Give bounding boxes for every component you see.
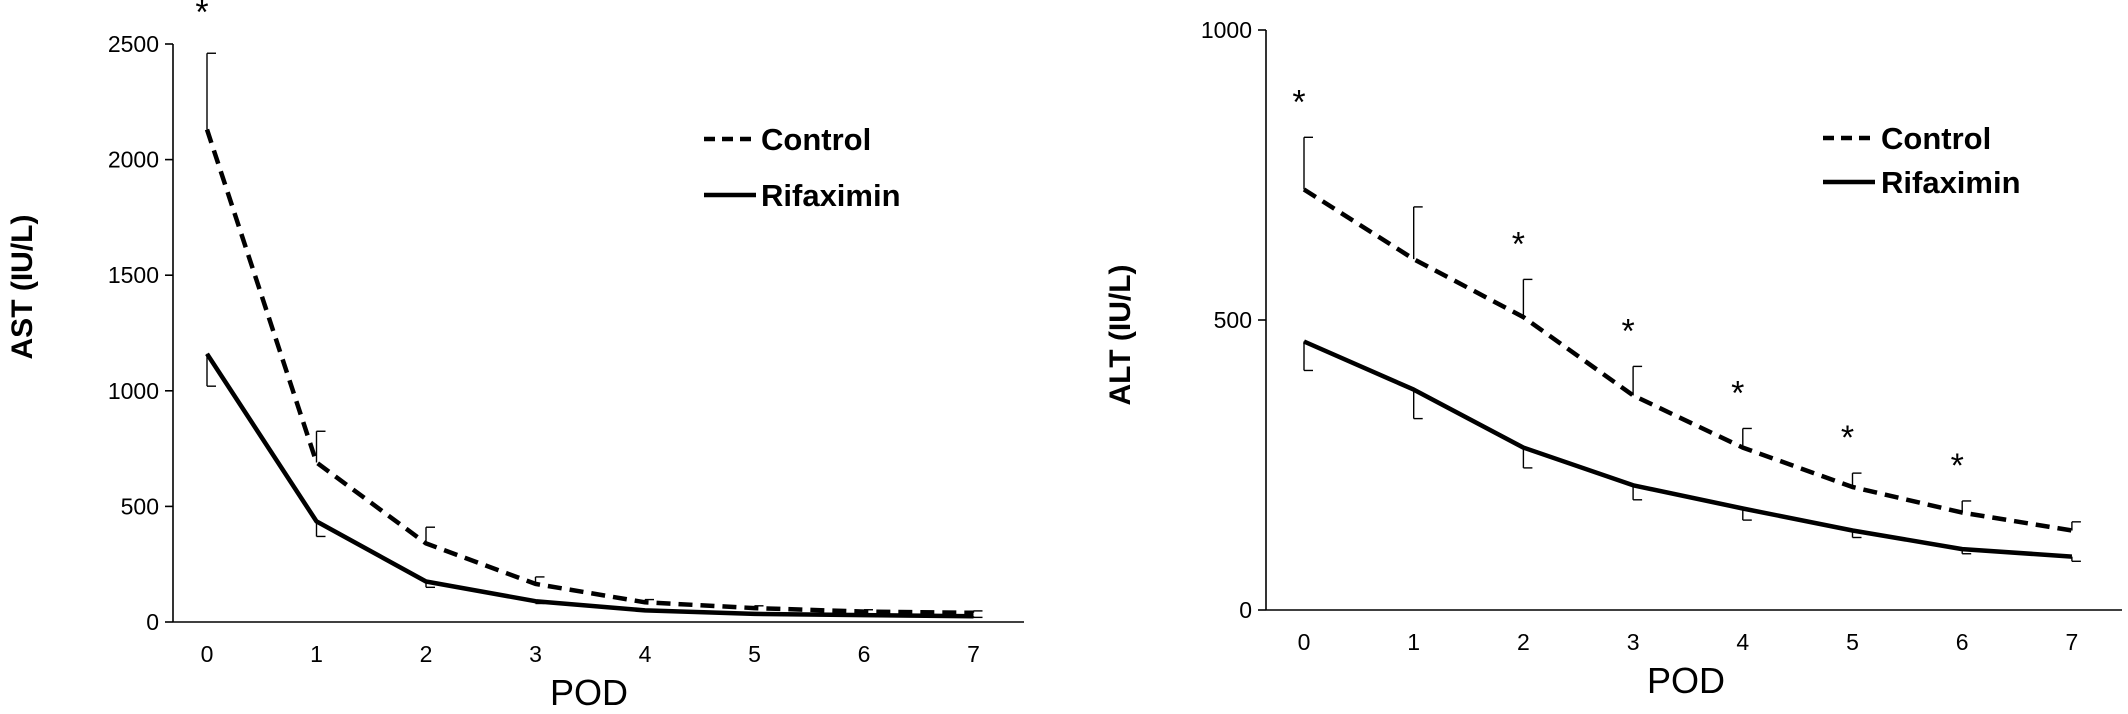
ast-legend-control-label: Control xyxy=(761,122,871,157)
ast-x-tick-label: 1 xyxy=(310,641,323,667)
ast-y-ticks: 0 500 1000 1500 2000 2500 xyxy=(108,31,173,635)
alt-y-tick-label: 1000 xyxy=(1201,17,1252,43)
ast-y-tick-label: 1500 xyxy=(108,262,159,288)
ast-x-tick-label: 4 xyxy=(639,641,652,667)
ast-y-tick-label: 2000 xyxy=(108,147,159,173)
alt-significance-star: * xyxy=(1841,419,1854,457)
alt-series-line-rifaximin xyxy=(1303,339,2073,559)
ast-y-axis-title: AST (IU/L) xyxy=(6,215,39,360)
alt-x-tick-label: 2 xyxy=(1517,629,1530,655)
alt-y-ticks: 0 500 1000 xyxy=(1201,17,1266,623)
ast-significance-marks: * xyxy=(195,0,208,31)
ast-x-ticks: 0 1 2 3 4 5 6 7 xyxy=(201,641,980,667)
ast-series-lines xyxy=(204,128,974,619)
ast-legend: Control Rifaximin xyxy=(704,122,901,213)
alt-x-tick-label: 0 xyxy=(1298,629,1311,655)
ast-series-line-rifaximin xyxy=(205,352,974,619)
ast-x-tick-label: 3 xyxy=(529,641,542,667)
alt-axes xyxy=(1265,30,2122,611)
ast-x-tick-label: 6 xyxy=(858,641,871,667)
ast-legend-rifaximin-label: Rifaximin xyxy=(761,178,901,213)
alt-x-tick-label: 6 xyxy=(1956,629,1969,655)
ast-axes xyxy=(172,44,1024,623)
ast-x-tick-label: 7 xyxy=(967,641,980,667)
ast-y-tick-label: 2500 xyxy=(108,31,159,57)
ast-y-tick-label: 500 xyxy=(121,493,159,519)
ast-x-tick-label: 0 xyxy=(201,641,214,667)
alt-x-tick-label: 1 xyxy=(1407,629,1420,655)
ast-y-tick-label: 1000 xyxy=(108,378,159,404)
alt-significance-star: * xyxy=(1292,83,1305,121)
alt-significance-star: * xyxy=(1731,374,1744,412)
alt-legend-control-label: Control xyxy=(1881,121,1991,156)
ast-chart-panel: 0 500 1000 1500 2000 2500 0 1 2 3 4 5 6 7 * AST (IU/… xyxy=(6,0,1024,713)
alt-x-tick-label: 3 xyxy=(1627,629,1640,655)
alt-y-tick-label: 500 xyxy=(1214,307,1252,333)
alt-significance-star: * xyxy=(1512,225,1525,263)
ast-x-tick-label: 5 xyxy=(748,641,761,667)
ast-series-line-control xyxy=(204,128,974,616)
alt-significance-star: * xyxy=(1621,312,1634,350)
alt-y-axis-title: ALT (IU/L) xyxy=(1104,264,1137,405)
alt-series-lines xyxy=(1302,187,2073,559)
alt-x-tick-label: 7 xyxy=(2066,629,2079,655)
alt-significance-marks: * * * * * * xyxy=(1292,83,1963,485)
alt-x-axis-title: POD xyxy=(1647,660,1725,701)
ast-x-axis-title: POD xyxy=(550,672,628,713)
alt-legend: Control Rifaximin xyxy=(1823,121,2021,200)
ast-significance-star: * xyxy=(195,0,208,31)
alt-x-tick-label: 5 xyxy=(1846,629,1859,655)
alt-x-tick-label: 4 xyxy=(1736,629,1749,655)
alt-series-line-control xyxy=(1302,187,2073,533)
alt-x-ticks: 0 1 2 3 4 5 6 7 xyxy=(1298,629,2079,655)
ast-x-tick-label: 2 xyxy=(420,641,433,667)
alt-y-tick-label: 0 xyxy=(1239,597,1252,623)
ast-y-tick-label: 0 xyxy=(146,609,159,635)
alt-legend-rifaximin-label: Rifaximin xyxy=(1881,165,2021,200)
alt-significance-star: * xyxy=(1951,447,1964,485)
